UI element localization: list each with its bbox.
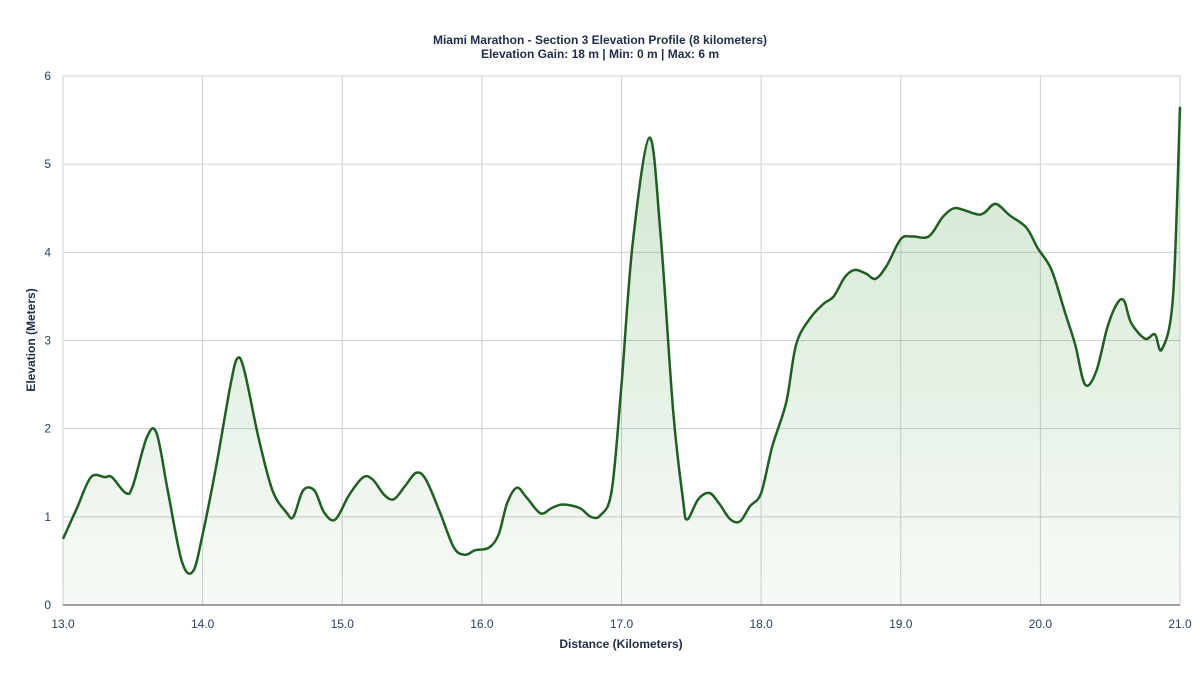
y-tick-label: 0 <box>44 598 51 612</box>
x-tick-label: 18.0 <box>749 617 773 631</box>
x-tick-label: 17.0 <box>610 617 634 631</box>
x-tick-label: 15.0 <box>331 617 355 631</box>
y-tick-label: 4 <box>44 245 51 259</box>
x-tick-label: 20.0 <box>1029 617 1053 631</box>
chart-title: Miami Marathon - Section 3 Elevation Pro… <box>433 33 767 47</box>
x-tick-label: 14.0 <box>191 617 215 631</box>
x-tick-label: 21.0 <box>1168 617 1192 631</box>
y-axis-title: Elevation (Meters) <box>24 288 38 391</box>
x-tick-label: 16.0 <box>470 617 494 631</box>
y-tick-label: 1 <box>44 510 51 524</box>
y-tick-label: 5 <box>44 157 51 171</box>
area-fill <box>63 106 1180 605</box>
elevation-line <box>61 106 1182 575</box>
y-tick-label: 6 <box>44 69 51 83</box>
x-tick-label: 13.0 <box>51 617 75 631</box>
y-tick-label: 3 <box>44 334 51 348</box>
y-tick-label: 2 <box>44 422 51 436</box>
chart-subtitle: Elevation Gain: 18 m | Min: 0 m | Max: 6… <box>481 47 719 61</box>
x-axis-title: Distance (Kilometers) <box>559 637 682 651</box>
x-tick-label: 19.0 <box>889 617 913 631</box>
